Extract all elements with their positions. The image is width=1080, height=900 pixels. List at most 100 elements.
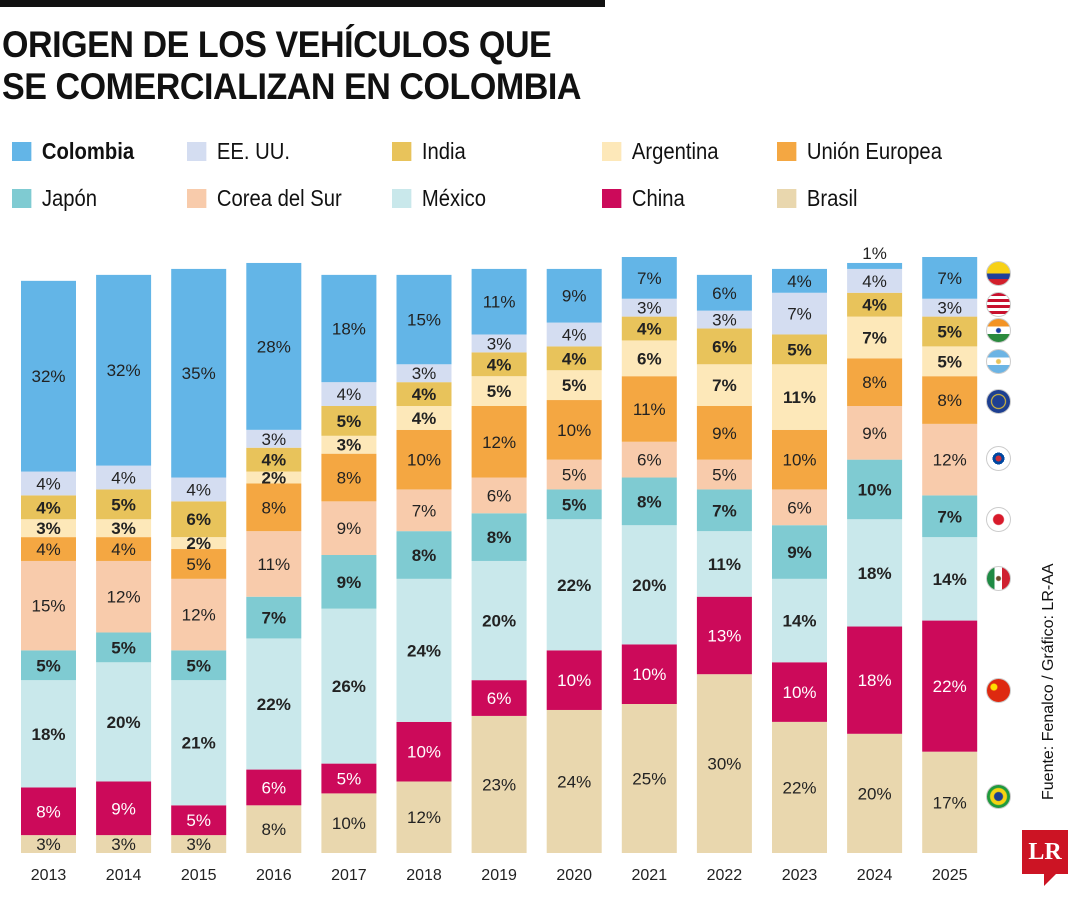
x-tick-label: 2024 [857, 867, 893, 884]
bar-segment-colombia-2019 [471, 268, 527, 335]
data-label: 4% [412, 409, 437, 428]
data-label: 6% [637, 451, 662, 470]
bar-segment-colombia-2020 [546, 268, 602, 323]
bar-segment-m-xico-2024 [847, 519, 903, 627]
data-label: 5% [562, 495, 587, 514]
bar-segment-corea-del-sur-2021 [621, 441, 677, 478]
bar-segment-m-xico-2014 [96, 662, 152, 782]
data-label: 10% [407, 451, 441, 470]
bar-segment-uni-n-europea-2018 [396, 429, 452, 490]
legend-label: EE. UU. [216, 138, 291, 164]
data-label: 5% [937, 323, 962, 342]
bar-segment-argentina-2024 [847, 316, 903, 359]
bar-segment-ee-uu--2023 [772, 292, 827, 335]
bar-segment-jap-n-2023 [772, 525, 827, 579]
data-label: 5% [111, 638, 136, 657]
bar-segment-corea-del-sur-2017 [321, 501, 377, 555]
bar-segment-argentina-2018 [396, 406, 452, 430]
data-label: 7% [937, 269, 962, 288]
data-label: 9% [787, 543, 812, 562]
bar-segment-colombia-2024 [847, 262, 903, 269]
data-label: 2% [262, 469, 287, 488]
bar-segment-jap-n-2024 [847, 459, 903, 520]
bar-segment-argentina-2022 [696, 364, 752, 406]
bar-segment-jap-n-2025 [922, 495, 978, 538]
bar-segment-argentina-2014 [96, 519, 152, 538]
data-label: 7% [787, 305, 812, 324]
x-tick-label: 2015 [181, 867, 217, 884]
bar-segment-corea-del-sur-2019 [471, 477, 527, 514]
bar-segment-brasil-2020 [546, 709, 602, 853]
legend-label: Unión Europea [806, 138, 942, 164]
data-label: 5% [487, 382, 512, 401]
bar-segment-corea-del-sur-2014 [96, 560, 152, 633]
bar-segment-uni-n-europea-2013 [21, 537, 76, 561]
bar-segment-uni-n-europea-2016 [246, 483, 302, 532]
data-label: 10% [332, 814, 366, 833]
data-label: 15% [407, 311, 441, 330]
data-label: 10% [557, 421, 591, 440]
china-flag-icon [986, 678, 1011, 703]
bar-segment-colombia-2023 [772, 268, 827, 293]
x-tick-label: 2023 [782, 867, 818, 884]
data-label: 4% [262, 451, 287, 470]
bar-segment-ee-uu--2024 [847, 268, 903, 293]
data-label: 8% [412, 546, 437, 565]
legend-swatch [12, 142, 32, 161]
data-label: 24% [557, 772, 591, 791]
bar-segment-jap-n-2013 [21, 650, 76, 681]
data-label: 6% [637, 349, 662, 368]
x-tick-label: 2021 [632, 867, 668, 884]
bar-segment-india-2019 [471, 352, 527, 377]
data-label: 3% [412, 364, 437, 383]
data-label: 5% [337, 412, 362, 431]
data-label: 4% [36, 498, 61, 517]
data-label: 10% [858, 480, 892, 499]
legend-label: México [421, 185, 487, 211]
bar-segment-ee-uu--2025 [922, 298, 978, 317]
data-label: 3% [487, 334, 512, 353]
data-label: 7% [937, 507, 962, 526]
data-label: 12% [933, 451, 967, 470]
data-label: 3% [186, 835, 211, 854]
source-note: Fuente: Fenalco / Gráfico: LR-AA [1040, 563, 1057, 800]
bar-segment-colombia-2017 [321, 274, 377, 383]
bar-segment-m-xico-2025 [922, 537, 978, 621]
bar-segment-m-xico-2013 [21, 680, 76, 788]
usa-flag-icon [986, 292, 1011, 317]
bar-segment-china-2022 [696, 596, 752, 675]
data-label: 6% [712, 337, 737, 356]
bar-segment-brasil-2017 [321, 793, 377, 853]
data-label: 3% [637, 299, 662, 318]
data-label: 3% [36, 519, 61, 538]
legend-item-china: China [602, 185, 685, 212]
data-label: 2% [186, 534, 211, 553]
data-label: 9% [562, 287, 587, 306]
bar-segment-corea-del-sur-2020 [546, 459, 602, 490]
data-label: 4% [562, 349, 587, 368]
bar-segment-brasil-2025 [922, 751, 978, 853]
india-flag-icon [986, 318, 1011, 343]
bar-segment-china-2021 [621, 644, 677, 704]
bar-segment-m-xico-2022 [696, 531, 752, 597]
data-label: 7% [412, 501, 437, 520]
legend-swatch [187, 142, 207, 161]
bar-segment-colombia-2015 [171, 268, 227, 478]
data-label: 7% [637, 269, 662, 288]
bar-segment-ee-uu--2022 [696, 310, 752, 329]
bar-segment-argentina-2015 [171, 537, 227, 550]
bar-segment-colombia-2014 [96, 274, 152, 466]
data-label: 8% [262, 498, 287, 517]
bar-segment-m-xico-2016 [246, 638, 302, 770]
bar-segment-jap-n-2020 [546, 489, 602, 520]
bar-segment-corea-del-sur-2016 [246, 531, 302, 597]
bar-segment-uni-n-europea-2025 [922, 376, 978, 424]
data-label: 5% [337, 770, 362, 789]
bar-segment-corea-del-sur-2025 [922, 423, 978, 496]
legend-item-ee-uu-: EE. UU. [187, 138, 290, 165]
bar-segment-m-xico-2019 [471, 560, 527, 681]
legend-swatch [187, 189, 207, 208]
data-label: 4% [487, 355, 512, 374]
x-tick-label: 2022 [707, 867, 743, 884]
bar-segment-uni-n-europea-2024 [847, 358, 903, 406]
